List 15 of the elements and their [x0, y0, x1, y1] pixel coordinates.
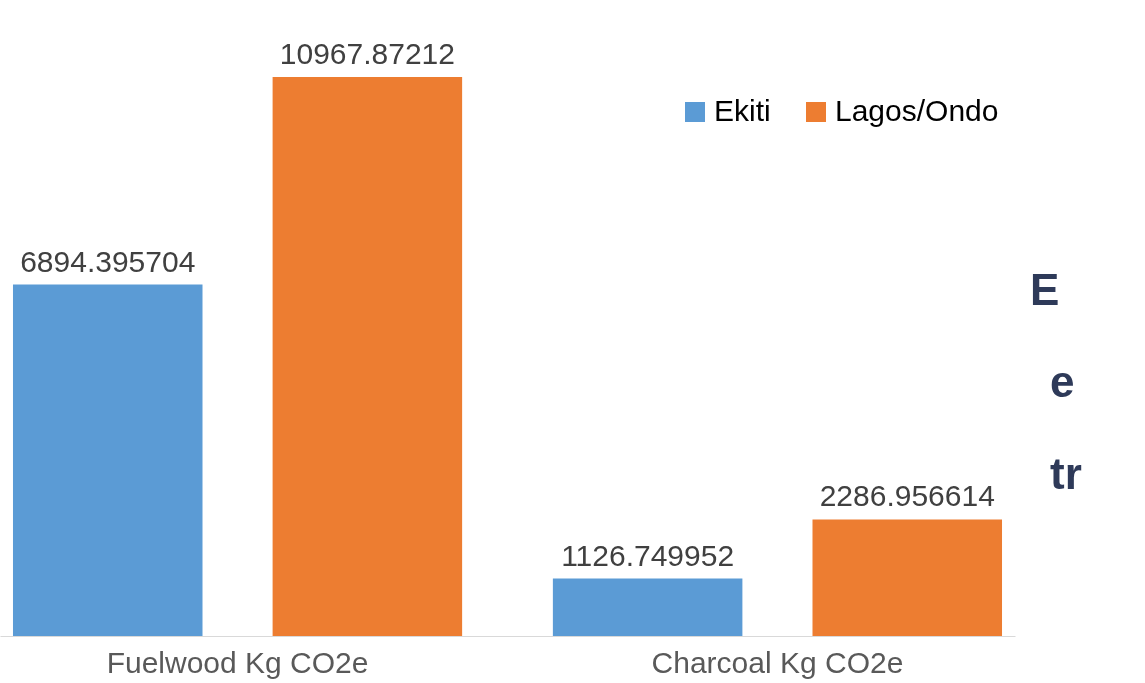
- data-label: 1126.749952: [561, 538, 735, 572]
- data-label: 10967.87212: [279, 37, 455, 70]
- x-tick-label: Fuelwood Kg CO2e: [106, 645, 369, 679]
- text: E: [1030, 265, 1060, 314]
- bar: [552, 578, 743, 636]
- data-label: 2286.956614: [819, 479, 995, 513]
- text: e: [1050, 357, 1075, 406]
- bar: [12, 284, 203, 636]
- legend-label: Lagos/Ondo: [835, 94, 999, 127]
- text: tr: [1050, 449, 1082, 498]
- bar: [272, 77, 463, 636]
- legend-label: Ekiti: [714, 94, 771, 127]
- bar: [812, 519, 1003, 636]
- data-label: 6894.395704: [20, 244, 196, 278]
- x-tick-label: Charcoal Kg CO2e: [651, 645, 904, 679]
